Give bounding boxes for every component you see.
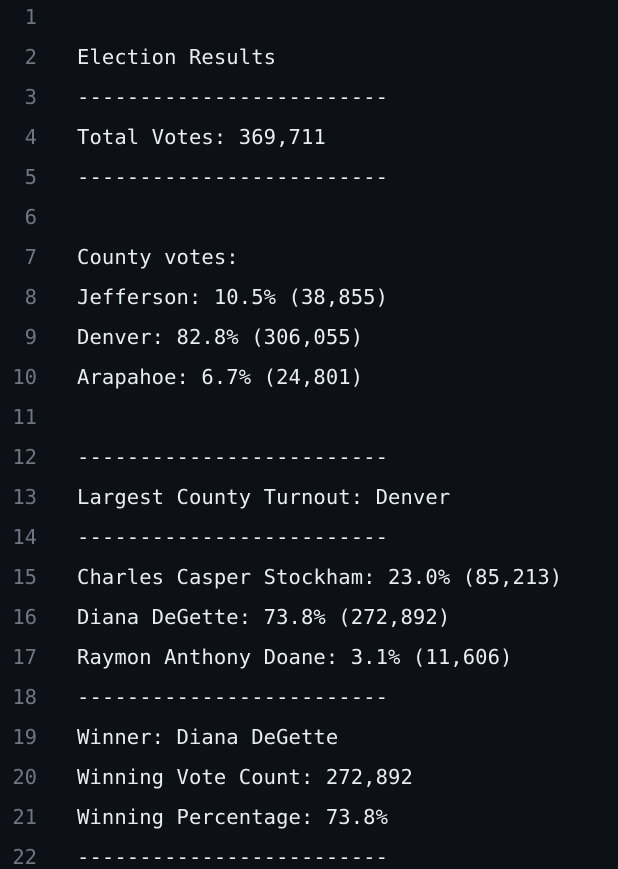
code-line: 13 Largest County Turnout: Denver [0,477,618,517]
code-line: 14 ------------------------- [0,517,618,557]
line-number: 21 [12,805,37,829]
line-number: 19 [12,725,37,749]
code-line: 1 [0,0,618,37]
code-line: 22 ------------------------- [0,837,618,869]
code-line: 18 ------------------------- [0,677,618,717]
line-text: Raymon Anthony Doane: 3.1% (11,606) [77,645,513,669]
code-line: 5 ------------------------- [0,157,618,197]
line-number: 20 [12,765,37,789]
code-line: 11 [0,397,618,437]
line-number: 16 [12,605,37,629]
line-number: 7 [24,245,37,269]
line-text: County votes: [77,245,239,269]
code-line: 6 [0,197,618,237]
line-text: Diana DeGette: 73.8% (272,892) [77,605,451,629]
code-line: 10 Arapahoe: 6.7% (24,801) [0,357,618,397]
line-number: 1 [24,5,37,29]
line-text: Total Votes: 369,711 [77,125,326,149]
line-number: 2 [24,45,37,69]
code-line: 4 Total Votes: 369,711 [0,117,618,157]
line-number: 4 [24,125,37,149]
line-text: ------------------------- [77,85,389,109]
line-number: 6 [24,205,37,229]
code-line: 15 Charles Casper Stockham: 23.0% (85,213… [0,557,618,597]
line-text: ------------------------- [77,165,389,189]
line-text: Jefferson: 10.5% (38,855) [77,285,389,309]
code-line: 21 Winning Percentage: 73.8% [0,797,618,837]
line-text: ------------------------- [77,685,389,709]
line-number: 14 [12,525,37,549]
line-number: 3 [24,85,37,109]
code-line: 7 County votes: [0,237,618,277]
code-line: 12 ------------------------- [0,437,618,477]
code-line: 2 Election Results [0,37,618,77]
code-line: 3 ------------------------- [0,77,618,117]
line-number: 12 [12,445,37,469]
line-text: Winning Percentage: 73.8% [77,805,389,829]
line-text: ------------------------- [77,525,389,549]
line-text: Winner: Diana DeGette [77,725,339,749]
line-text: Largest County Turnout: Denver [77,485,451,509]
code-line: 16 Diana DeGette: 73.8% (272,892) [0,597,618,637]
line-text: Charles Casper Stockham: 23.0% (85,213) [77,565,563,589]
line-number: 11 [12,405,37,429]
line-number: 5 [24,165,37,189]
line-number: 17 [12,645,37,669]
code-line: 8 Jefferson: 10.5% (38,855) [0,277,618,317]
code-line: 17 Raymon Anthony Doane: 3.1% (11,606) [0,637,618,677]
line-number: 15 [12,565,37,589]
line-text: ------------------------- [77,445,389,469]
line-text: Winning Vote Count: 272,892 [77,765,413,789]
line-number: 9 [24,325,37,349]
line-number: 10 [12,365,37,389]
code-line: 19 Winner: Diana DeGette [0,717,618,757]
code-line: 9 Denver: 82.8% (306,055) [0,317,618,357]
line-number: 13 [12,485,37,509]
line-text: Arapahoe: 6.7% (24,801) [77,365,364,389]
line-text: ------------------------- [77,845,389,869]
line-text: Denver: 82.8% (306,055) [77,325,364,349]
line-number: 22 [12,845,37,869]
code-line: 20 Winning Vote Count: 272,892 [0,757,618,797]
line-number: 8 [24,285,37,309]
line-text: Election Results [77,45,277,69]
line-number: 18 [12,685,37,709]
